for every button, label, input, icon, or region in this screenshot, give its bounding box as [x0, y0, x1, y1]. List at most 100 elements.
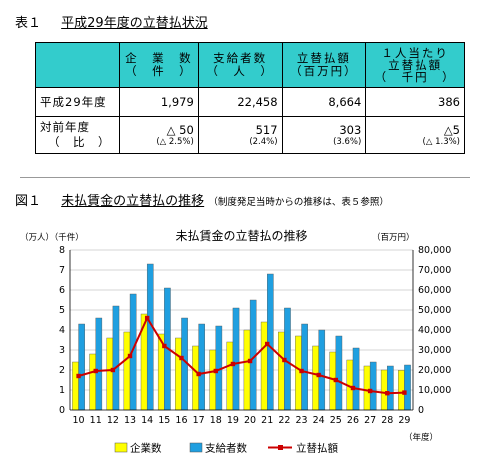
right-tick-label: 20,000: [418, 365, 451, 376]
line-point: [316, 372, 321, 378]
chart-title: 未払賃金の立替払の推移: [175, 228, 307, 243]
right-tick-label: 70,000: [418, 265, 451, 276]
bar-companies: [278, 331, 285, 411]
x-tick-label: 10: [73, 415, 85, 426]
figure1-label: 図１: [15, 194, 42, 209]
cell: 303 (3.6%): [281, 116, 367, 154]
x-tick-label: 29: [398, 415, 410, 426]
bar-recipients: [335, 335, 343, 411]
bar-recipients: [232, 307, 240, 411]
right-tick-label: 0: [418, 405, 424, 416]
x-tick-label: 12: [107, 415, 119, 426]
cell: 22,458: [197, 87, 283, 117]
figure1-title: 未払賃金の立替払の推移: [61, 194, 205, 209]
bar-recipients: [318, 329, 326, 411]
x-tick-label: 27: [364, 415, 376, 426]
left-tick-label: 2: [59, 365, 65, 376]
x-tick-label: 11: [90, 415, 102, 426]
line-point: [127, 353, 133, 359]
legend-entry: 支給者数: [205, 442, 247, 455]
line-point: [76, 373, 81, 379]
line-point: [385, 391, 390, 396]
right-tick-label: 60,000: [418, 285, 451, 296]
bar-recipients: [301, 323, 308, 411]
x-tick-label: 15: [158, 415, 170, 426]
line-point: [350, 385, 356, 391]
line-point: [247, 358, 253, 364]
line-point: [333, 377, 339, 383]
row-label: 平成29年度: [35, 87, 120, 117]
right-tick-label: 50,000: [418, 305, 451, 316]
line-point: [230, 361, 236, 367]
table-header-row: 企 業 数 （ 件 ） 支給者数 （ 人 ） 立替払額 （百万円） １人当たり …: [35, 42, 465, 88]
x-tick-label: 25: [330, 415, 342, 426]
line-point: [299, 368, 304, 374]
x-axis-label: （年度）: [404, 432, 438, 443]
table-row: 対前年度 （ 比 ） △ 50 (△ 2.5%) 517 (2.4%) 303 (3.…: [35, 116, 465, 154]
col-header-per-person: １人当たり 立替払額 （ 千円 ）: [365, 42, 465, 88]
cell: 517 (2.4%): [197, 116, 283, 154]
section-divider: [20, 177, 470, 178]
x-tick-label: 26: [347, 415, 359, 426]
bar-recipients: [78, 323, 85, 411]
bar-recipients: [352, 347, 360, 411]
x-tick-label: 23: [295, 415, 307, 426]
line-point: [144, 315, 150, 321]
x-tick-label: 14: [141, 415, 153, 426]
x-tick-label: 17: [193, 415, 205, 426]
table1-heading: 表１ 平成29年度の立替払状況: [15, 12, 208, 31]
right-axis-label: （百万円）: [372, 232, 415, 243]
bar-companies: [123, 331, 131, 411]
figure1-heading: 図１ 未払賃金の立替払の推移 （制度発足当時からの推移は、表５参照）: [15, 190, 389, 209]
bar-recipients: [369, 361, 377, 411]
left-tick-label: 4: [59, 325, 65, 336]
line-point: [367, 388, 373, 394]
bar-companies: [209, 349, 216, 411]
legend-entry: 企業数: [130, 442, 162, 455]
col-header-amount: 立替払額 （百万円）: [281, 42, 367, 88]
right-tick-label: 10,000: [418, 385, 451, 396]
right-tick-label: 40,000: [418, 325, 451, 336]
left-axis-label: （万人）（千件）: [20, 232, 84, 243]
table1-title: 平成29年度の立替払状況: [61, 16, 208, 31]
row-label: 対前年度 （ 比 ）: [35, 116, 120, 154]
x-tick-label: 21: [261, 415, 273, 426]
line-point: [196, 371, 201, 377]
bar-recipients: [404, 364, 411, 411]
bar-recipients: [95, 317, 103, 411]
legend-swatch: [114, 442, 128, 453]
table-header-blank: [35, 42, 120, 88]
col-header-companies: 企 業 数 （ 件 ）: [118, 42, 199, 88]
bar-companies: [260, 321, 268, 411]
figure1-subtitle: （制度発足当時からの推移は、表５参照）: [208, 197, 389, 208]
line-point: [402, 390, 407, 395]
bar-companies: [363, 365, 371, 411]
legend-marker: [278, 445, 283, 450]
left-tick-label: 7: [59, 265, 65, 276]
x-tick-label: 28: [381, 415, 393, 426]
bar-companies: [72, 361, 79, 411]
series-line-amount: [78, 315, 405, 395]
col-header-recipients: 支給者数 （ 人 ）: [197, 42, 283, 88]
left-tick-label: 6: [59, 285, 65, 296]
bar-companies: [226, 341, 234, 411]
right-tick-label: 80,000: [418, 245, 451, 256]
cell: 386: [365, 87, 465, 117]
bar-recipients: [198, 323, 205, 411]
cell: △ 50 (△ 2.5%): [118, 116, 199, 154]
bar-companies: [192, 345, 199, 411]
x-tick-label: 16: [175, 415, 187, 426]
line-point: [265, 341, 270, 347]
cell: 1,979: [118, 87, 199, 117]
bar-companies: [89, 353, 96, 411]
left-tick-label: 8: [59, 245, 65, 256]
line-point: [282, 357, 287, 363]
table1-label: 表１: [15, 16, 42, 31]
x-tick-label: 19: [227, 415, 239, 426]
bar-recipients: [387, 365, 394, 411]
bar-recipients: [112, 305, 120, 411]
line-point: [110, 367, 116, 373]
cell: △5 (△ 1.3%): [365, 116, 465, 154]
bar-companies: [312, 345, 319, 411]
